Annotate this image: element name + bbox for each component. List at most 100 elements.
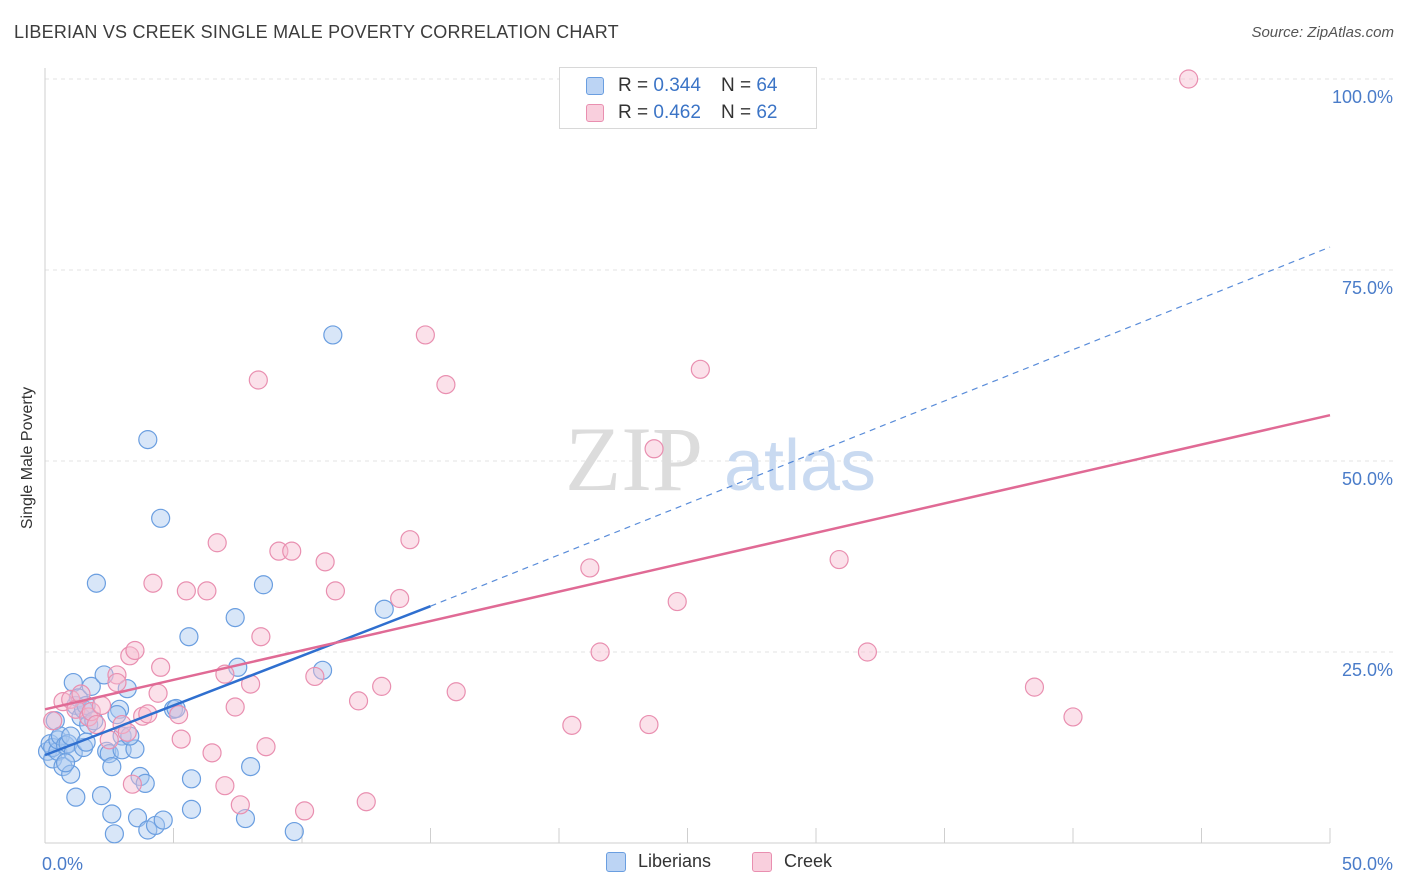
creek-point: [348, 691, 369, 711]
legend-r-label: R =: [618, 102, 649, 123]
correlation-legend: R = 0.344 N = 64 R = 0.462 N = 62: [559, 67, 817, 129]
liberians-point: [127, 808, 148, 828]
creek-point: [1024, 677, 1045, 697]
legend-swatch-blue: [586, 77, 604, 95]
creek-point: [436, 375, 456, 395]
creek-point: [1179, 69, 1199, 89]
source-label: Source: ZipAtlas.com: [1251, 24, 1394, 41]
chart-title: LIBERIAN VS CREEK SINGLE MALE POVERTY CO…: [14, 22, 619, 42]
liberians-point: [181, 769, 202, 789]
creek-point: [294, 801, 315, 821]
creek-point: [171, 729, 191, 749]
creek-point: [639, 714, 659, 735]
creek-point: [829, 549, 849, 570]
creek-point: [644, 439, 664, 459]
liberians-trend-line: [44, 604, 431, 757]
liberians-point: [55, 753, 76, 773]
creek-points: [43, 69, 1199, 821]
creek-point: [202, 743, 222, 763]
liberians-point: [91, 786, 112, 806]
watermark-zip: ZIP: [565, 408, 703, 510]
creek-point: [215, 776, 235, 796]
creek-point: [143, 573, 163, 593]
legend-item-creek[interactable]: Creek: [752, 851, 832, 872]
liberians-point: [151, 508, 171, 528]
liberians-point: [284, 821, 304, 842]
watermark-atlas: atlas: [724, 426, 876, 506]
creek-point: [446, 682, 466, 702]
legend-swatch-blue: [606, 851, 626, 872]
legend-label-liberians: Liberians: [638, 851, 712, 871]
liberians-point: [50, 726, 71, 746]
creek-point: [71, 684, 91, 704]
creek-point: [225, 697, 245, 717]
creek-trend-line: [44, 413, 1331, 711]
creek-point: [690, 359, 710, 379]
watermark: ZIP atlas: [565, 408, 876, 510]
creek-point: [315, 552, 335, 572]
grid-lines: [45, 78, 1395, 653]
y-tick-label: 100.0%: [1332, 87, 1393, 107]
legend-r-label: R =: [618, 75, 649, 96]
creek-point: [43, 711, 63, 731]
liberians-point: [181, 799, 202, 819]
creek-point: [151, 657, 171, 677]
creek-point: [400, 530, 420, 550]
creek-point: [91, 695, 112, 716]
liberians-point: [138, 430, 158, 450]
liberians-point: [104, 824, 124, 844]
creek-point: [122, 774, 142, 794]
creek-point: [1063, 707, 1083, 727]
creek-point: [79, 707, 99, 727]
creek-point: [325, 581, 346, 601]
creek-point: [107, 672, 127, 693]
liberians-point: [66, 787, 86, 807]
series-legend: Liberians Creek: [0, 851, 1406, 877]
liberians-point: [179, 627, 199, 647]
y-tick-label: 25.0%: [1342, 660, 1393, 680]
x-tick-label: 0.0%: [42, 854, 83, 874]
legend-n-value: 64: [756, 75, 778, 96]
liberians-point: [61, 764, 81, 784]
creek-point: [562, 715, 582, 735]
liberians-point: [323, 325, 343, 345]
y-tick-label: 75.0%: [1342, 278, 1393, 298]
liberians-point: [153, 810, 173, 830]
liberians-point: [97, 741, 117, 761]
trend-lines: [44, 246, 1331, 757]
liberians-point: [102, 756, 122, 777]
creek-point: [207, 533, 227, 553]
creek-point: [230, 795, 250, 815]
creek-point: [415, 325, 435, 345]
legend-item-liberians[interactable]: Liberians: [606, 851, 711, 872]
liberians-point: [102, 804, 122, 824]
creek-point: [86, 714, 107, 735]
liberians-point: [241, 756, 261, 777]
liberians-trend-extension: [430, 246, 1331, 607]
liberians-point: [109, 699, 130, 719]
legend-row-liberians: R = 0.344 N = 64: [586, 74, 777, 98]
liberians-point: [253, 575, 274, 595]
creek-point: [667, 591, 687, 612]
legend-label-creek: Creek: [784, 851, 833, 871]
legend-r-value: 0.344: [653, 75, 701, 96]
legend-n-label: N =: [720, 102, 752, 123]
creek-point: [857, 642, 878, 662]
legend-n-label: N =: [720, 75, 752, 96]
legend-n-value: 62: [756, 102, 778, 123]
liberians-point: [63, 672, 83, 693]
creek-point: [120, 646, 140, 666]
liberians-point: [86, 573, 107, 593]
creek-point: [590, 642, 610, 662]
creek-point: [256, 737, 276, 757]
y-tick-label: 50.0%: [1342, 469, 1393, 489]
axes: [44, 68, 1331, 844]
legend-swatch-pink: [586, 104, 604, 122]
creek-point: [390, 588, 410, 609]
legend-r-value: 0.462: [653, 102, 701, 123]
creek-point: [372, 676, 392, 696]
liberians-point: [225, 608, 245, 628]
creek-point: [169, 705, 189, 725]
creek-point: [125, 640, 145, 661]
